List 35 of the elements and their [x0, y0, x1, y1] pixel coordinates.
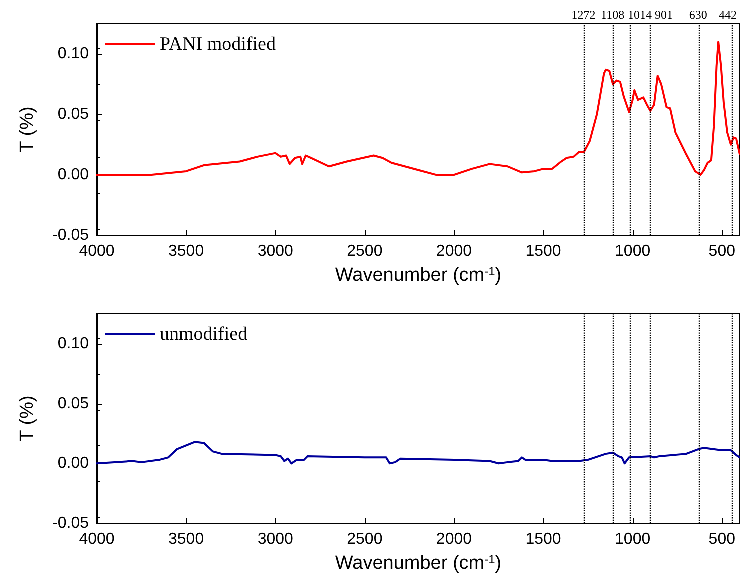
- ref-line-label: 901: [655, 8, 674, 22]
- legend-label: PANI modified: [160, 34, 276, 55]
- y-tick-label: 0.00: [58, 166, 90, 184]
- x-tick-label: 3000: [258, 531, 294, 548]
- y-tick-label: 0.05: [58, 395, 90, 412]
- x-tick-label: 2000: [436, 243, 472, 260]
- x-tick-label: 4000: [79, 531, 115, 548]
- y-tick-label: 0.10: [58, 335, 90, 352]
- x-tick-label: 4000: [79, 243, 115, 260]
- y-tick-label: -0.05: [52, 515, 90, 532]
- x-tick-label: 1000: [615, 243, 651, 260]
- x-tick-label: 1500: [526, 531, 562, 548]
- y-tick-label: 0.00: [58, 455, 90, 472]
- ref-line-label: 1014: [628, 8, 652, 22]
- x-tick-label: 3500: [168, 531, 204, 548]
- y-tick-label: -0.05: [52, 227, 90, 244]
- y-tick-label: 0.05: [58, 106, 90, 124]
- legend-label: unmodified: [160, 324, 248, 345]
- x-tick-label: 2500: [347, 243, 383, 260]
- x-tick-label: 500: [708, 243, 736, 260]
- line-series: [96, 441, 740, 465]
- y-axis-title: T (%): [17, 106, 38, 153]
- x-tick-label: 3000: [258, 243, 294, 260]
- y-axis-title: T (%): [17, 396, 38, 442]
- ref-line-label: 630: [689, 8, 708, 22]
- x-tick-label: 1500: [526, 243, 562, 260]
- x-tick-label: 500: [708, 531, 736, 548]
- ref-line-label: 1272: [572, 8, 596, 22]
- y-tick-label: 0.10: [58, 46, 90, 63]
- x-tick-label: 3500: [168, 243, 204, 260]
- x-tick-label: 1000: [615, 531, 651, 548]
- ref-line-label: 442: [719, 8, 737, 22]
- x-tick-label: 2000: [436, 531, 472, 548]
- x-tick-label: 2500: [347, 531, 383, 548]
- ref-line-label: 1108: [601, 8, 625, 22]
